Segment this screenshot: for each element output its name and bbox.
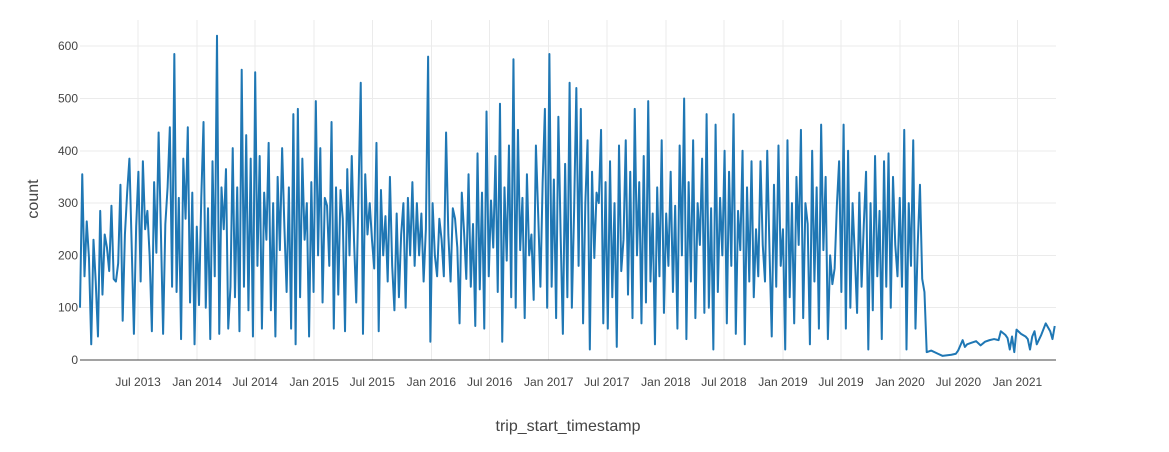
x-tick-label: Jan 2016 [407, 375, 457, 389]
x-gridlines [137, 20, 1018, 360]
x-tick-label: Jan 2018 [641, 375, 691, 389]
y-tick-label: 500 [58, 91, 78, 105]
x-tick-label: Jan 2017 [524, 375, 574, 389]
y-axis-title: count [25, 179, 42, 219]
x-tick-label: Jul 2016 [467, 375, 513, 389]
x-tick-label: Jul 2013 [115, 375, 161, 389]
y-tick-label: 0 [71, 353, 78, 367]
x-tick-label: Jul 2019 [818, 375, 864, 389]
x-tick-label: Jan 2015 [290, 375, 340, 389]
y-tick-label: 600 [58, 39, 78, 53]
x-tick-label: Jul 2020 [936, 375, 982, 389]
x-axis-title: trip_start_timestamp [496, 418, 641, 435]
x-tick-label: Jul 2014 [232, 375, 278, 389]
x-tick-label: Jul 2018 [701, 375, 747, 389]
x-tick-label: Jan 2019 [758, 375, 808, 389]
y-tick-label: 100 [58, 301, 78, 315]
series-line [79, 34, 1056, 357]
x-tick-label: Jul 2017 [584, 375, 630, 389]
y-tick-labels: 0 100 200 300 400 500 600 [58, 39, 78, 367]
y-tick-label: 200 [58, 248, 78, 262]
x-tick-label: Jan 2014 [172, 375, 222, 389]
y-tick-label: 300 [58, 196, 78, 210]
x-tick-labels: Jul 2013 Jan 2014 Jul 2014 Jan 2015 Jul 2015… [115, 375, 1042, 389]
x-tick-label: Jan 2021 [993, 375, 1043, 389]
x-tick-label: Jan 2020 [875, 375, 925, 389]
x-tick-label: Jul 2015 [350, 375, 396, 389]
y-tick-label: 400 [58, 144, 78, 158]
